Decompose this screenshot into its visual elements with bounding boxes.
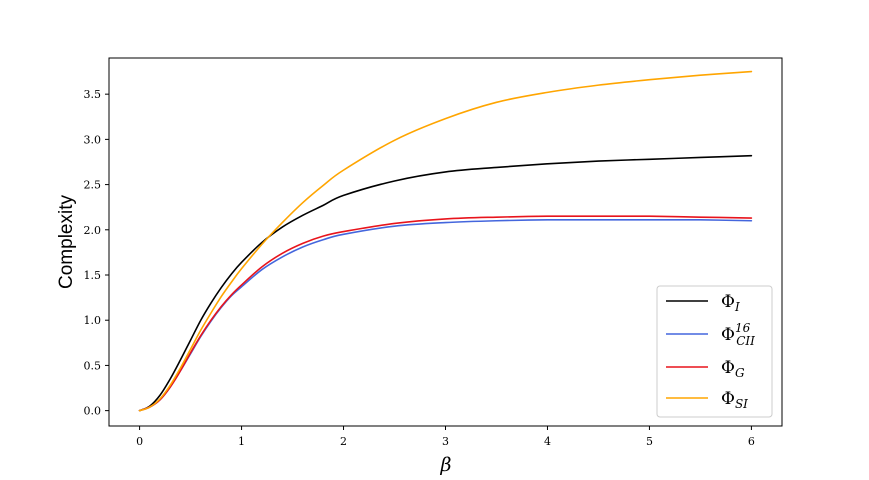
y-tick-label: 0.5 [84, 359, 102, 372]
y-tick-label: 2.0 [84, 224, 102, 237]
series-line-phi_g [138, 215, 753, 412]
x-tick-label: 6 [748, 435, 755, 448]
x-axis-ticks: 0 1 2 3 4 5 6 [136, 426, 755, 448]
y-tick-label: 1.5 [84, 269, 102, 282]
legend-label-phi_i: ΦI [721, 292, 740, 314]
legend-label-phi_si: ΦSI [721, 389, 748, 411]
legend-label-phi_cii: Φ16 CII [721, 321, 755, 348]
y-tick-label: 0.0 [84, 405, 102, 418]
x-tick-label: 3 [442, 435, 449, 448]
y-tick-label: 3.5 [84, 88, 102, 101]
x-tick-label: 4 [544, 435, 551, 448]
legend-box [656, 285, 773, 418]
y-axis-ticks: 0.0 0.5 1.0 1.5 2.0 2.5 3.0 3.5 [84, 88, 109, 418]
x-tick-label: 5 [646, 435, 653, 448]
x-axis-label: β [440, 454, 452, 476]
y-tick-label: 1.0 [84, 314, 102, 327]
x-tick-label: 1 [238, 435, 245, 448]
series-line-phi_si [138, 70, 753, 412]
x-tick-label: 0 [136, 435, 143, 448]
series-group [138, 70, 753, 412]
x-tick-label: 2 [340, 435, 347, 448]
y-tick-label: 2.5 [84, 179, 102, 192]
legend: ΦI Φ16 CII ΦG ΦSI [656, 285, 773, 418]
y-axis-label: Complexity [56, 195, 77, 289]
y-tick-label: 3.0 [84, 133, 102, 146]
legend-label-phi_g: ΦG [721, 358, 745, 380]
